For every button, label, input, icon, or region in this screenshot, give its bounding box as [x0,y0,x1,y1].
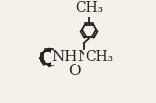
Text: N: N [77,50,90,64]
Text: CH₃: CH₃ [75,1,103,15]
Text: O: O [68,64,80,78]
Text: CH₃: CH₃ [86,50,114,64]
Text: NH: NH [52,50,78,64]
Text: O: O [85,50,98,64]
